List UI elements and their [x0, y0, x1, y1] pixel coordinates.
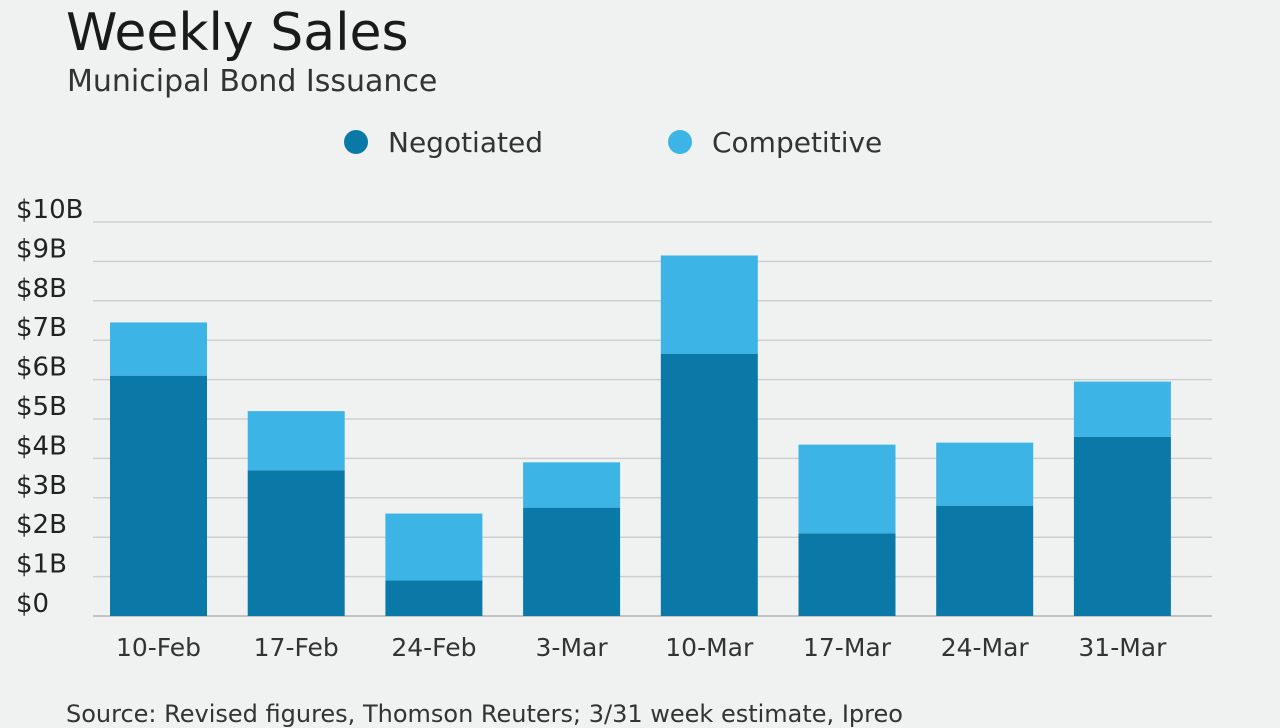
bar-competitive-24-Mar [936, 442, 1034, 506]
bar-competitive-24-Feb [385, 513, 483, 581]
y-tick-label: $9B [16, 234, 67, 264]
y-axis-ticks: $0 $1B $2B $3B $4B $5B $6B $7B $8B $9B $10B [16, 195, 83, 619]
chart-subtitle: Municipal Bond Issuance [67, 64, 438, 99]
y-tick-label: $1B [16, 550, 67, 580]
bar-negotiated-17-Mar [798, 533, 896, 616]
bar-negotiated-24-Mar [936, 505, 1034, 616]
legend-item-negotiated: Negotiated [344, 124, 543, 160]
bar-competitive-3-Mar [523, 462, 621, 508]
legend-swatch-negotiated [344, 130, 368, 154]
x-tick-label: 3-Mar [536, 633, 609, 662]
bar-competitive-17-Mar [798, 444, 896, 534]
bar-competitive-17-Feb [247, 411, 345, 471]
x-tick-label: 24-Mar [941, 633, 1030, 662]
bar-negotiated-31-Mar [1073, 436, 1171, 616]
bars [110, 255, 1171, 616]
bar-competitive-10-Mar [660, 255, 758, 354]
y-tick-label: $8B [16, 274, 67, 304]
chart-title: Weekly Sales [66, 3, 409, 63]
y-tick-label: $6B [16, 353, 67, 383]
x-tick-label: 24-Feb [391, 633, 476, 662]
bar-negotiated-24-Feb [385, 580, 483, 616]
y-tick-label: $10B [16, 195, 83, 225]
x-tick-label: 10-Mar [665, 633, 754, 662]
x-tick-label: 31-Mar [1078, 633, 1167, 662]
bar-negotiated-10-Mar [660, 353, 758, 616]
legend-label-competitive: Competitive [712, 125, 883, 159]
y-tick-label: $2B [16, 510, 67, 540]
y-tick-label: $0 [16, 589, 49, 619]
bar-negotiated-3-Mar [523, 507, 621, 616]
bar-chart: $0 $1B $2B $3B $4B $5B $6B $7B $8B $9B $10B 10-Feb… [16, 195, 1212, 662]
x-tick-label: 17-Mar [803, 633, 892, 662]
bar-negotiated-17-Feb [247, 470, 345, 616]
legend-swatch-competitive [668, 130, 692, 154]
y-tick-label: $7B [16, 313, 67, 343]
y-tick-label: $5B [16, 392, 67, 422]
y-tick-label: $4B [16, 431, 67, 461]
x-tick-label: 10-Feb [116, 633, 201, 662]
source-note: Source: Revised figures, Thomson Reuters… [66, 700, 903, 728]
bar-competitive-10-Feb [110, 322, 207, 376]
bar-negotiated-10-Feb [110, 375, 207, 616]
bar-competitive-31-Mar [1073, 381, 1171, 437]
x-tick-label: 17-Feb [254, 633, 339, 662]
legend-label-negotiated: Negotiated [388, 125, 543, 159]
legend-item-competitive: Competitive [668, 124, 882, 160]
y-tick-label: $3B [16, 471, 67, 501]
x-axis-ticks: 10-Feb 17-Feb 24-Feb 3-Mar 10-Mar 17-Mar 24-Ma… [116, 633, 1167, 662]
